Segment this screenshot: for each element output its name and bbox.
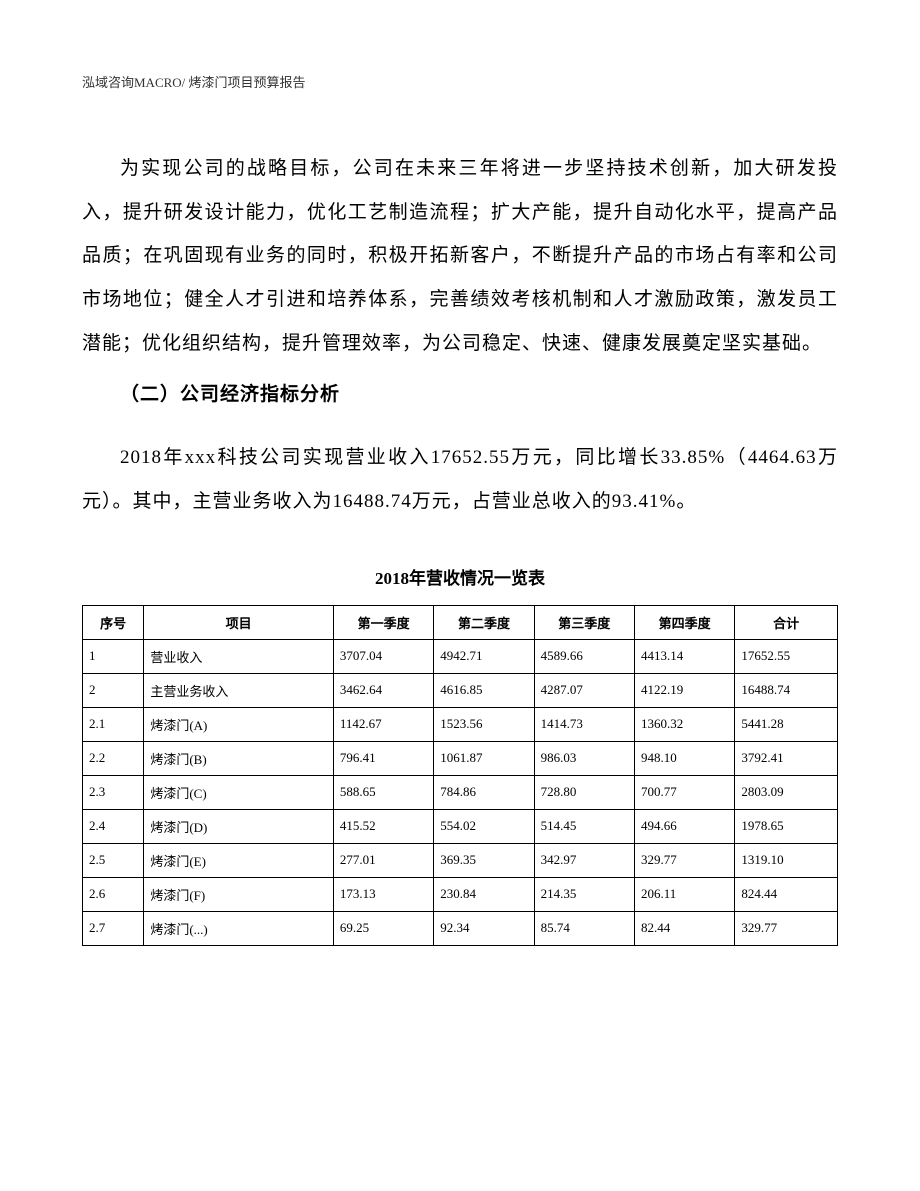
cell-total: 16488.74 (735, 673, 838, 707)
col-q2-header: 第二季度 (434, 605, 534, 639)
cell-q1: 3462.64 (333, 673, 433, 707)
cell-item: 烤漆门(C) (144, 775, 334, 809)
col-item-header: 项目 (144, 605, 334, 639)
cell-q3: 342.97 (534, 843, 634, 877)
cell-total: 17652.55 (735, 639, 838, 673)
cell-q1: 588.65 (333, 775, 433, 809)
page-header: 泓域咨询MACRO/ 烤漆门项目预算报告 (82, 72, 838, 91)
table-row: 2.2 烤漆门(B) 796.41 1061.87 986.03 948.10 … (83, 741, 838, 775)
cell-q4: 4122.19 (634, 673, 734, 707)
cell-q2: 4942.71 (434, 639, 534, 673)
cell-serial: 2.1 (83, 707, 144, 741)
cell-item: 营业收入 (144, 639, 334, 673)
table-row: 2 主营业务收入 3462.64 4616.85 4287.07 4122.19… (83, 673, 838, 707)
cell-q3: 514.45 (534, 809, 634, 843)
cell-total: 5441.28 (735, 707, 838, 741)
revenue-table: 序号 项目 第一季度 第二季度 第三季度 第四季度 合计 1 营业收入 3707… (82, 605, 838, 946)
cell-total: 824.44 (735, 877, 838, 911)
cell-item: 烤漆门(D) (144, 809, 334, 843)
cell-serial: 2.2 (83, 741, 144, 775)
cell-q2: 4616.85 (434, 673, 534, 707)
cell-q2: 92.34 (434, 911, 534, 945)
stats-paragraph: 2018年xxx科技公司实现营业收入17652.55万元，同比增长33.85%（… (82, 436, 838, 523)
cell-q4: 700.77 (634, 775, 734, 809)
cell-item: 烤漆门(...) (144, 911, 334, 945)
cell-q4: 1360.32 (634, 707, 734, 741)
table-body: 1 营业收入 3707.04 4942.71 4589.66 4413.14 1… (83, 639, 838, 945)
cell-total: 2803.09 (735, 775, 838, 809)
cell-item: 烤漆门(E) (144, 843, 334, 877)
cell-q2: 554.02 (434, 809, 534, 843)
cell-q1: 69.25 (333, 911, 433, 945)
table-row: 2.5 烤漆门(E) 277.01 369.35 342.97 329.77 1… (83, 843, 838, 877)
cell-q4: 494.66 (634, 809, 734, 843)
cell-serial: 1 (83, 639, 144, 673)
cell-q1: 3707.04 (333, 639, 433, 673)
col-q4-header: 第四季度 (634, 605, 734, 639)
cell-item: 烤漆门(F) (144, 877, 334, 911)
table-row: 2.3 烤漆门(C) 588.65 784.86 728.80 700.77 2… (83, 775, 838, 809)
cell-q2: 1523.56 (434, 707, 534, 741)
cell-item: 主营业务收入 (144, 673, 334, 707)
section-title: （二）公司经济指标分析 (82, 379, 838, 406)
table-row: 2.6 烤漆门(F) 173.13 230.84 214.35 206.11 8… (83, 877, 838, 911)
table-row: 2.7 烤漆门(...) 69.25 92.34 85.74 82.44 329… (83, 911, 838, 945)
cell-q4: 82.44 (634, 911, 734, 945)
cell-q1: 796.41 (333, 741, 433, 775)
cell-q4: 948.10 (634, 741, 734, 775)
cell-total: 1978.65 (735, 809, 838, 843)
cell-q3: 4287.07 (534, 673, 634, 707)
table-header-row: 序号 项目 第一季度 第二季度 第三季度 第四季度 合计 (83, 605, 838, 639)
cell-q3: 4589.66 (534, 639, 634, 673)
cell-serial: 2.3 (83, 775, 144, 809)
cell-q2: 369.35 (434, 843, 534, 877)
table-row: 2.1 烤漆门(A) 1142.67 1523.56 1414.73 1360.… (83, 707, 838, 741)
cell-q4: 329.77 (634, 843, 734, 877)
cell-q4: 206.11 (634, 877, 734, 911)
cell-serial: 2 (83, 673, 144, 707)
cell-total: 1319.10 (735, 843, 838, 877)
cell-q4: 4413.14 (634, 639, 734, 673)
cell-serial: 2.6 (83, 877, 144, 911)
cell-q1: 173.13 (333, 877, 433, 911)
cell-q2: 784.86 (434, 775, 534, 809)
cell-q3: 214.35 (534, 877, 634, 911)
table-row: 1 营业收入 3707.04 4942.71 4589.66 4413.14 1… (83, 639, 838, 673)
cell-q3: 1414.73 (534, 707, 634, 741)
intro-paragraph: 为实现公司的战略目标，公司在未来三年将进一步坚持技术创新，加大研发投入，提升研发… (82, 147, 838, 365)
cell-q1: 277.01 (333, 843, 433, 877)
col-q3-header: 第三季度 (534, 605, 634, 639)
cell-total: 329.77 (735, 911, 838, 945)
cell-serial: 2.7 (83, 911, 144, 945)
cell-q3: 986.03 (534, 741, 634, 775)
table-row: 2.4 烤漆门(D) 415.52 554.02 514.45 494.66 1… (83, 809, 838, 843)
cell-total: 3792.41 (735, 741, 838, 775)
cell-q2: 1061.87 (434, 741, 534, 775)
cell-item: 烤漆门(B) (144, 741, 334, 775)
cell-serial: 2.5 (83, 843, 144, 877)
cell-q3: 728.80 (534, 775, 634, 809)
cell-q3: 85.74 (534, 911, 634, 945)
col-serial-header: 序号 (83, 605, 144, 639)
table-title: 2018年营收情况一览表 (82, 564, 838, 589)
cell-q1: 415.52 (333, 809, 433, 843)
cell-q1: 1142.67 (333, 707, 433, 741)
col-total-header: 合计 (735, 605, 838, 639)
cell-item: 烤漆门(A) (144, 707, 334, 741)
col-q1-header: 第一季度 (333, 605, 433, 639)
cell-q2: 230.84 (434, 877, 534, 911)
cell-serial: 2.4 (83, 809, 144, 843)
